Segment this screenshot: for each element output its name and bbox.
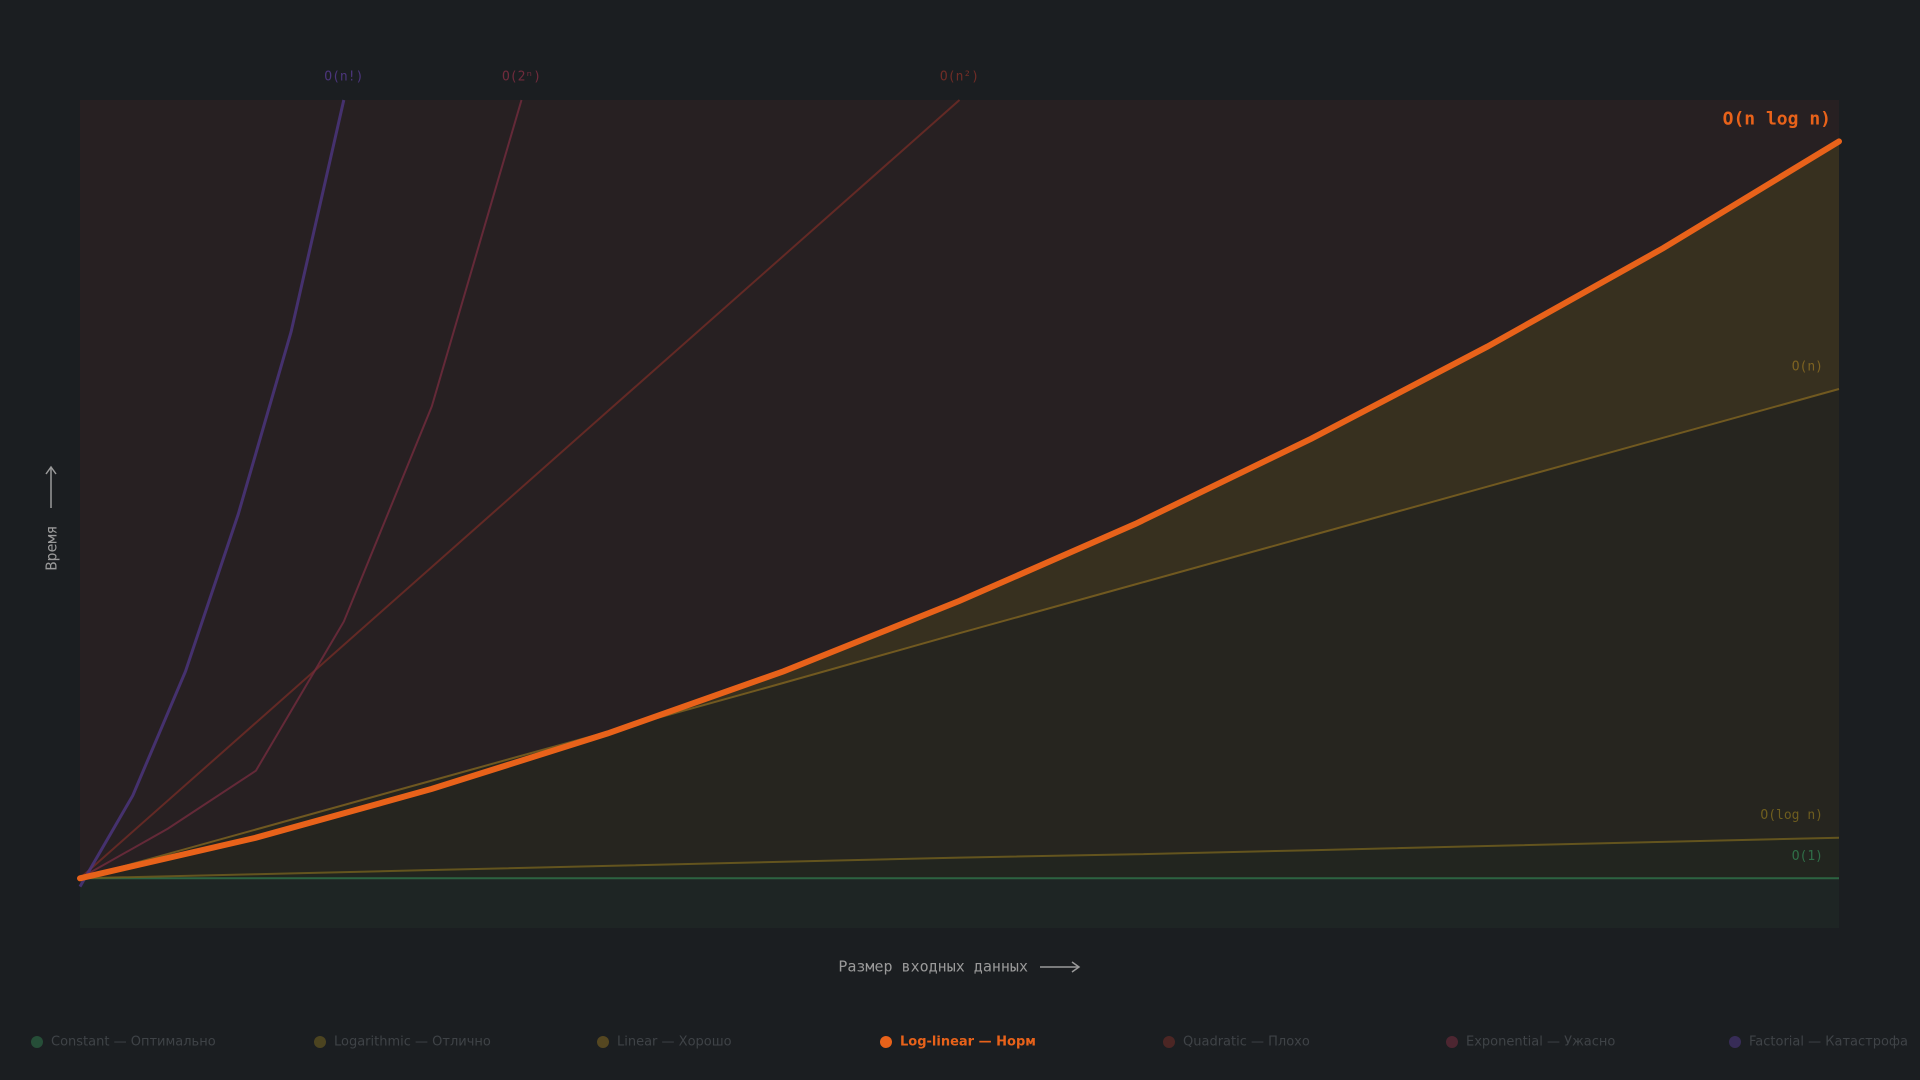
legend-dot <box>597 1036 609 1048</box>
legend-label: Factorial — Катастрофа <box>1749 1035 1908 1050</box>
line <box>79 99 523 880</box>
legend-label: Constant — Оптимально <box>51 1035 216 1050</box>
legend-dot <box>1446 1036 1458 1048</box>
curve-label: O(1) <box>1792 849 1823 864</box>
curve-label: O(n log n) <box>1723 108 1831 129</box>
legend-label: Quadratic — Плохо <box>1183 1035 1310 1050</box>
line <box>78 99 346 888</box>
legend-dot <box>314 1036 326 1048</box>
legend-label: Exponential — Ужасно <box>1466 1035 1615 1050</box>
curve-label: O(n²) <box>940 70 979 85</box>
curve-label: O(2ⁿ) <box>502 70 541 85</box>
line-highlight <box>77 138 1842 882</box>
legend-dot <box>1729 1036 1741 1048</box>
line <box>79 836 1840 880</box>
line <box>79 388 1840 880</box>
legend-dot <box>31 1036 43 1048</box>
curve-label: O(n) <box>1792 359 1823 374</box>
legend-dot <box>1163 1036 1175 1048</box>
y-axis-arrow-head <box>45 465 57 475</box>
legend-label: Linear — Хорошо <box>617 1035 732 1050</box>
area <box>80 878 1839 928</box>
legend-label: Log-linear — Норм <box>900 1035 1036 1050</box>
x-axis-arrow-head <box>1071 961 1081 973</box>
curve-label: O(n!) <box>324 70 363 85</box>
area <box>80 389 1839 928</box>
y-axis-label: Время <box>43 525 61 570</box>
line <box>79 99 961 880</box>
x-axis-label: Размер входных данных <box>838 958 1028 976</box>
curve-label: O(log n) <box>1760 808 1823 823</box>
legend-label: Logarithmic — Отлично <box>334 1035 491 1050</box>
legend-dot <box>880 1036 892 1048</box>
